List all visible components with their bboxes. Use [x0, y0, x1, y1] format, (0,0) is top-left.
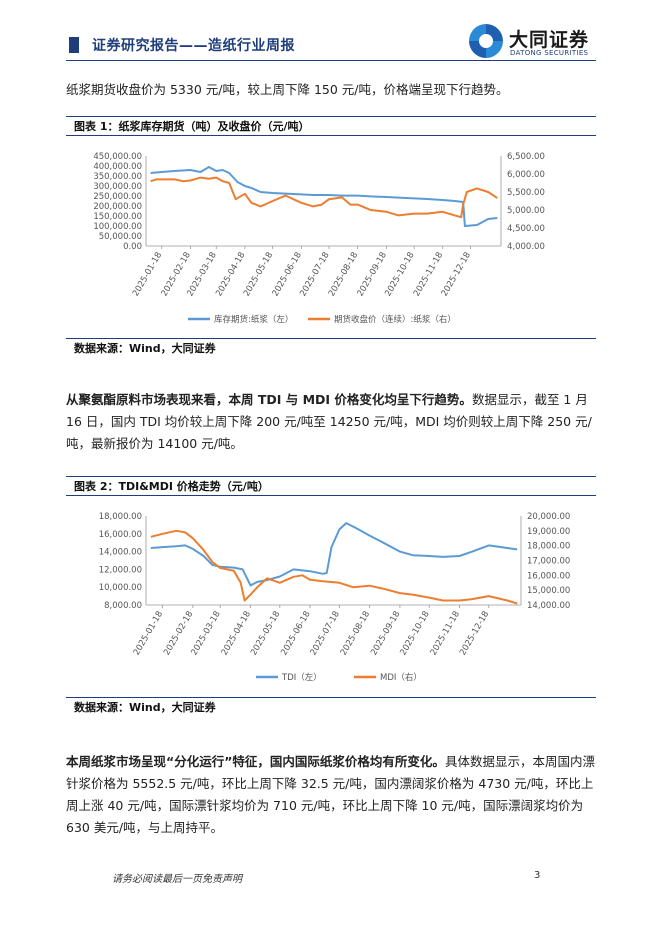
figure-2-title: 图表 2：TDI&MDI 价格走势（元/吨） — [66, 476, 596, 496]
figure-1-source: 数据来源：Wind，大同证券 — [66, 338, 596, 358]
x-axis-tick-label: 2025-12-18 — [458, 610, 491, 658]
left-axis-tick-label: 150,000.00 — [93, 212, 142, 222]
paragraph-text: 具体数据显示，本周国内漂针浆价格为 5552.5 元/吨，环比上周下降 32.5… — [66, 754, 595, 835]
figure-2: 图表 2：TDI&MDI 价格走势（元/吨） 8,000.00 10,000.00… — [66, 476, 596, 719]
paragraph-pulp-futures: 纸浆期货收盘价为 5330 元/吨，较上周下降 150 元/吨，价格端呈现下行趋… — [66, 79, 598, 101]
x-axis-tick-label: 2025-06-18 — [279, 610, 312, 658]
right-axis-tick-label: 16,000.00 — [527, 571, 570, 581]
x-axis-tick-label: 2025-08-18 — [339, 610, 372, 658]
chart-pulp-inventory-price: 0.0050,000.00100,000.00150,000.00200,000… — [93, 152, 545, 325]
x-axis-tick-label: 2025-10-18 — [383, 251, 416, 299]
x-axis-tick-label: 2025-05-18 — [242, 250, 275, 298]
datong-logo-icon — [469, 24, 503, 58]
right-axis-tick-label: 19,000.00 — [527, 527, 570, 537]
left-axis-tick-label: 0.00 — [123, 242, 142, 252]
paragraph-tdi-mdi: 从聚氨酯原料市场表现来看，本周 TDI 与 MDI 价格变化均呈下行趋势。数据显… — [66, 389, 598, 455]
x-axis-tick-label: 2025-05-18 — [249, 610, 282, 658]
figure-1: 图表 1：纸浆库存期货（吨）及收盘价（元/吨） 0.00 50,000.00 100… — [66, 116, 596, 360]
right-axis-tick-label: 4,500.00 — [507, 224, 545, 234]
left-axis-tick-label: 100,000.00 — [93, 222, 142, 232]
x-axis-tick-label: 2025-12-18 — [440, 251, 473, 299]
header-marker — [69, 37, 79, 53]
right-axis-tick-label: 4,000.00 — [507, 242, 545, 252]
x-axis-tick-label: 2025-07-18 — [309, 610, 342, 658]
datong-logo: 大同证券 DATONG SECURITIES — [467, 22, 607, 62]
left-axis-tick-label: 450,000.00 — [93, 152, 142, 162]
left-axis-tick-label: 10,000.00 — [99, 583, 142, 593]
chart-tdi-mdi-price: 8,000.00 10,000.00 12,000.00 14,000.00 16,00… — [99, 512, 571, 683]
figure-2-source: 数据来源：Wind，大同证券 — [66, 697, 596, 717]
series-line-1 — [150, 166, 498, 227]
figure-1-title: 图表 1：纸浆库存期货（吨）及收盘价（元/吨） — [66, 116, 596, 136]
left-axis-tick-label: 14,000.00 — [99, 548, 142, 558]
x-axis-tick-label: 2025-07-18 — [298, 251, 331, 299]
legend-label-1: 库存期货:纸浆（左） — [214, 314, 293, 325]
series-line-2 — [150, 529, 518, 605]
x-axis-tick-label: 2025-01-18 — [131, 251, 164, 299]
left-axis-tick-label: 18,000.00 — [99, 512, 142, 522]
right-axis-tick-label: 6,500.00 — [507, 152, 545, 162]
paragraph-lead: 本周纸浆市场呈现“分化运行”特征，国内国际纸浆价格均有所变化。 — [66, 754, 445, 769]
report-header-title: 证券研究报告——造纸行业周报 — [92, 38, 295, 54]
left-axis-tick-label: 16,000.00 — [99, 530, 142, 540]
left-axis-tick-label: 50,000.00 — [99, 232, 142, 242]
right-axis-tick-label: 17,000.00 — [527, 557, 570, 567]
x-axis-tick-label: 2025-09-18 — [369, 610, 402, 658]
legend-label-2: MDI（右） — [380, 672, 422, 683]
left-axis-tick-label: 300,000.00 — [93, 182, 142, 192]
right-axis-tick-label: 5,500.00 — [507, 188, 545, 198]
right-axis-tick-label: 14,000.00 — [527, 601, 570, 611]
series-line-2 — [150, 176, 498, 219]
paragraph-text: 数据显示，截至 1 月 16 日，国内 TDI 均价较上周下降 200 元/吨至… — [66, 392, 592, 451]
logo-subtitle: DATONG SECURITIES — [510, 49, 589, 57]
left-axis-tick-label: 8,000.00 — [104, 601, 142, 611]
left-axis-tick-label: 12,000.00 — [99, 565, 142, 575]
right-axis-tick-label: 15,000.00 — [527, 586, 570, 596]
paragraph-lead: 从聚氨酯原料市场表现来看，本周 TDI 与 MDI 价格变化均呈下行趋势。 — [66, 392, 472, 407]
x-axis-tick-label: 2025-08-18 — [327, 251, 360, 299]
left-axis-tick-label: 350,000.00 — [93, 172, 142, 182]
paragraph-text: 纸浆期货收盘价为 5330 元/吨，较上周下降 150 元/吨，价格端呈现下行趋… — [66, 82, 509, 97]
x-axis-tick-label: 2025-01-18 — [132, 610, 165, 658]
x-axis-tick-label: 2025-10-18 — [398, 610, 431, 658]
header-divider — [66, 60, 596, 61]
x-axis-tick-label: 2025-03-18 — [189, 610, 222, 658]
legend-label-1: TDI（左） — [281, 672, 322, 683]
footer-disclaimer: 请务必阅读最后一页免责声明 — [112, 874, 242, 885]
right-axis-tick-label: 6,000.00 — [507, 170, 545, 180]
logo-name: 大同证券 — [509, 29, 590, 51]
paragraph-pulp-market: 本周纸浆市场呈现“分化运行”特征，国内国际纸浆价格均有所变化。具体数据显示，本周… — [66, 751, 598, 839]
x-axis-tick-label: 2025-11-18 — [429, 610, 462, 658]
left-axis-tick-label: 250,000.00 — [93, 192, 142, 202]
right-axis-tick-label: 5,000.00 — [507, 206, 545, 216]
right-axis-tick-label: 20,000.00 — [527, 512, 570, 522]
x-axis-tick-label: 2025-04-18 — [220, 610, 253, 658]
page-number: 3 — [534, 870, 541, 881]
left-axis-tick-label: 400,000.00 — [93, 162, 142, 172]
series-line-1 — [150, 522, 518, 587]
right-axis-tick-label: 18,000.00 — [527, 542, 570, 552]
legend-label-2: 期货收盘价（连续）:纸浆（右） — [334, 314, 456, 325]
left-axis-tick-label: 200,000.00 — [93, 202, 142, 212]
